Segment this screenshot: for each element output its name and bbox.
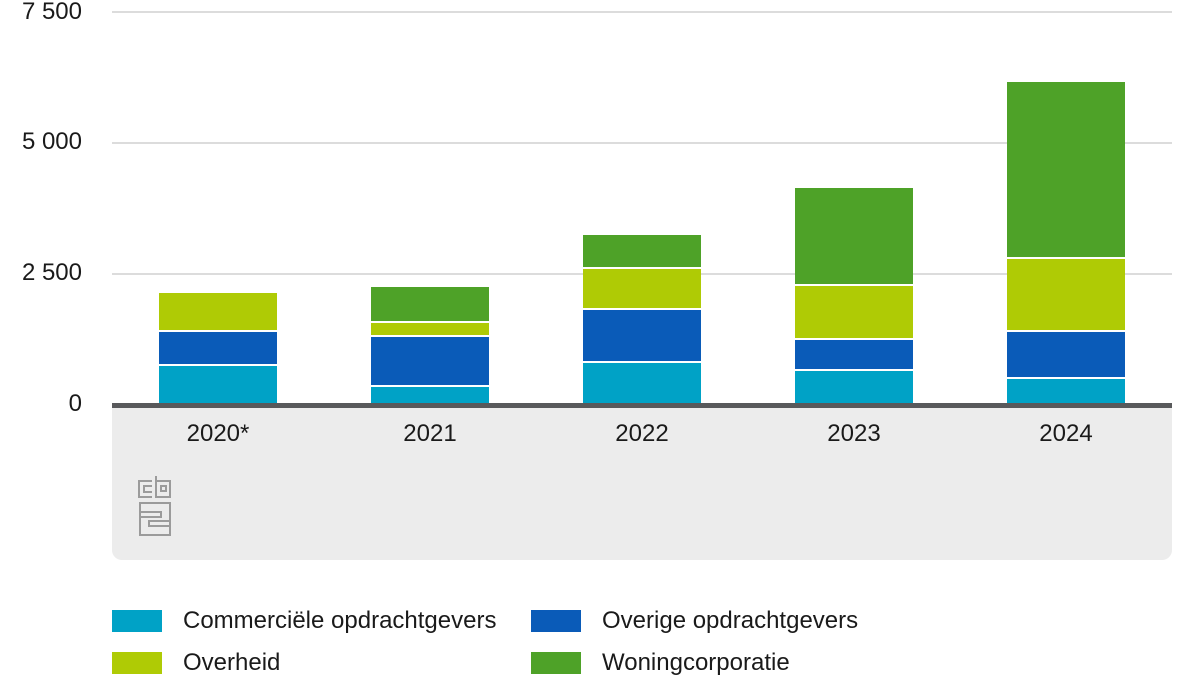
x-axis-label: 2022	[615, 420, 669, 447]
y-tick-label: 2 500	[21, 259, 82, 286]
bar-segment[interactable]	[583, 269, 701, 310]
bar-segment[interactable]	[371, 337, 489, 387]
y-tick-label: 7 500	[21, 0, 82, 25]
bar-segment[interactable]	[1007, 82, 1125, 259]
bar-segment[interactable]	[371, 287, 489, 323]
bar-segment[interactable]	[159, 293, 277, 332]
bar-segment[interactable]	[1007, 379, 1125, 404]
bar-segment[interactable]	[1007, 332, 1125, 379]
legend-item[interactable]: Commerciële opdrachtgevers	[112, 608, 531, 634]
legend-label: Overheid	[183, 649, 281, 675]
y-tick-label: 5 000	[21, 128, 82, 155]
legend-swatch	[112, 652, 162, 674]
legend: Commerciële opdrachtgevers Overige opdrac…	[112, 608, 858, 675]
bar-2021	[371, 287, 489, 404]
bar-2024	[1007, 82, 1125, 404]
x-axis-label: 2024	[1039, 420, 1093, 447]
bar-segment[interactable]	[583, 310, 701, 363]
legend-swatch	[112, 610, 162, 632]
y-tick-label: 0	[68, 390, 82, 417]
legend-item[interactable]: Overheid	[112, 650, 531, 675]
bar-2022	[583, 235, 701, 404]
legend-swatch	[531, 652, 581, 674]
x-axis-band: 2020* 2021 2022 2023 2024	[112, 408, 1172, 560]
bar-segment[interactable]	[795, 188, 913, 286]
plot-area	[112, 0, 1172, 404]
cbs-logo-icon	[138, 476, 171, 536]
x-axis-label: 2023	[827, 420, 881, 447]
bar-segment[interactable]	[159, 366, 277, 404]
bar-segment[interactable]	[795, 340, 913, 371]
legend-item[interactable]: Woningcorporatie	[531, 650, 858, 675]
x-axis-line	[112, 403, 1172, 408]
bar-segment[interactable]	[371, 323, 489, 337]
bar-segment[interactable]	[583, 363, 701, 404]
legend-label: Woningcorporatie	[602, 649, 790, 675]
bar-segment[interactable]	[583, 235, 701, 269]
bar-segment[interactable]	[795, 371, 913, 404]
bar-2023	[795, 188, 913, 404]
x-axis-label: 2020*	[186, 420, 250, 447]
bar-segment[interactable]	[795, 286, 913, 340]
y-axis: 7 500 5 000 2 500 0	[0, 0, 82, 416]
bar-segment[interactable]	[371, 387, 489, 404]
legend-swatch	[531, 610, 581, 632]
legend-label: Overige opdrachtgevers	[602, 607, 859, 634]
bar-segment[interactable]	[159, 332, 277, 366]
gridline	[112, 142, 1172, 144]
bar-segment[interactable]	[1007, 259, 1125, 332]
x-axis-label: 2021	[403, 420, 457, 447]
gridline	[112, 11, 1172, 13]
legend-label: Commerciële opdrachtgevers	[183, 607, 497, 634]
legend-item[interactable]: Overige opdrachtgevers	[531, 608, 858, 634]
bar-2020	[159, 293, 277, 404]
